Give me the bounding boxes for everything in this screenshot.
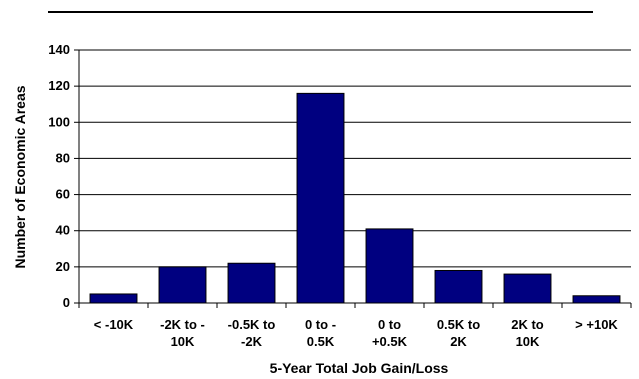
bar [296,92,345,304]
x-category-label: -0.5K to [228,317,276,332]
bar [158,266,207,304]
x-category-label: > +10K [575,317,618,332]
y-tick-label: 20 [56,259,70,274]
x-axis-title: 5-Year Total Job Gain/Loss [270,360,449,376]
y-tick-label: 60 [56,187,70,202]
bar [434,269,483,304]
y-tick-label: 80 [56,150,70,165]
bar [365,228,414,304]
x-category-label: -2K to - [160,317,205,332]
x-category-labels: < -10K -2K to - 10K -0.5K to -2K 0 to - 0.5K 0 … [94,317,619,349]
bar [572,295,621,304]
bars [89,92,621,304]
x-category-label: -2K [241,334,263,349]
x-category-label: 0.5K to [437,317,480,332]
x-category-label: 2K [450,334,467,349]
x-category-label: 0 to [378,317,401,332]
y-tick-labels: 0 20 40 60 80 100 120 140 [48,42,70,310]
y-tick-label: 140 [48,42,70,57]
y-axis-title: Number of Economic Areas [12,85,28,268]
x-category-label: 0.5K [307,334,335,349]
bar [89,293,138,304]
x-category-label: 10K [171,334,195,349]
x-category-label: 2K to [511,317,544,332]
x-category-label: < -10K [94,317,134,332]
y-tick-label: 120 [48,78,70,93]
y-tick-label: 0 [63,295,70,310]
x-category-label: +0.5K [372,334,408,349]
y-tick-label: 40 [56,223,70,238]
x-category-label: 0 to - [305,317,336,332]
x-category-label: 10K [516,334,540,349]
bar [227,262,276,304]
bar [503,273,552,304]
axes [74,49,632,308]
y-tick-label: 100 [48,114,70,129]
gridlines [79,49,631,268]
